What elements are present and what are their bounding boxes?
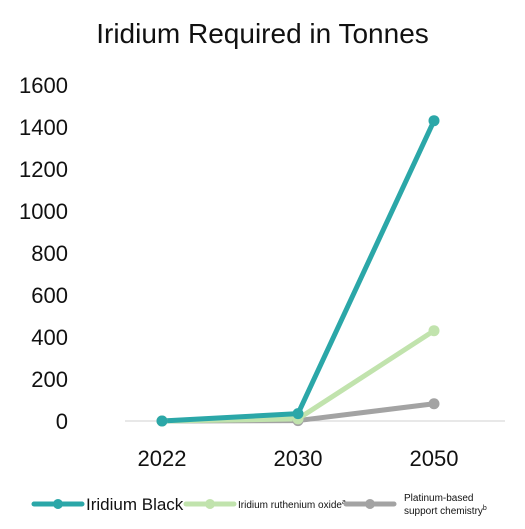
legend-swatch-marker xyxy=(365,499,375,509)
y-tick-label: 400 xyxy=(31,325,68,350)
legend-superscript: a xyxy=(342,499,346,506)
y-tick-label: 800 xyxy=(31,241,68,266)
legend-swatch-marker xyxy=(205,499,215,509)
x-tick-label: 2030 xyxy=(274,446,323,471)
series-points xyxy=(156,115,440,427)
y-tick-label: 1600 xyxy=(19,73,68,98)
legend-label: support chemistryb xyxy=(404,505,487,517)
y-tick-label: 0 xyxy=(56,409,68,434)
data-point xyxy=(428,398,440,410)
x-axis: 2022 2030 2050 xyxy=(138,446,459,471)
y-tick-label: 600 xyxy=(31,283,68,308)
y-tick-label: 200 xyxy=(31,367,68,392)
data-point xyxy=(156,415,168,427)
series-lines xyxy=(159,118,437,424)
legend-label: Iridium Black xyxy=(86,495,184,514)
legend-superscript: b xyxy=(483,505,487,512)
y-tick-label: 1200 xyxy=(19,157,68,182)
chart-title: Iridium Required in Tonnes xyxy=(96,18,429,49)
x-tick-label: 2022 xyxy=(138,446,187,471)
data-point xyxy=(428,115,440,127)
series-line xyxy=(159,118,437,424)
y-axis: 0 200 400 600 800 1000 1200 1400 1600 xyxy=(19,73,68,434)
legend-label: Iridium ruthenium oxidea xyxy=(238,499,346,511)
x-tick-label: 2050 xyxy=(410,446,459,471)
legend-label: Platinum-based xyxy=(404,493,473,504)
legend: Iridium Black Iridium ruthenium oxidea Pla… xyxy=(31,493,487,517)
legend-swatch-marker xyxy=(53,499,63,509)
data-point xyxy=(428,325,440,337)
data-point xyxy=(292,408,304,420)
y-tick-label: 1400 xyxy=(19,115,68,140)
y-tick-label: 1000 xyxy=(19,199,68,224)
